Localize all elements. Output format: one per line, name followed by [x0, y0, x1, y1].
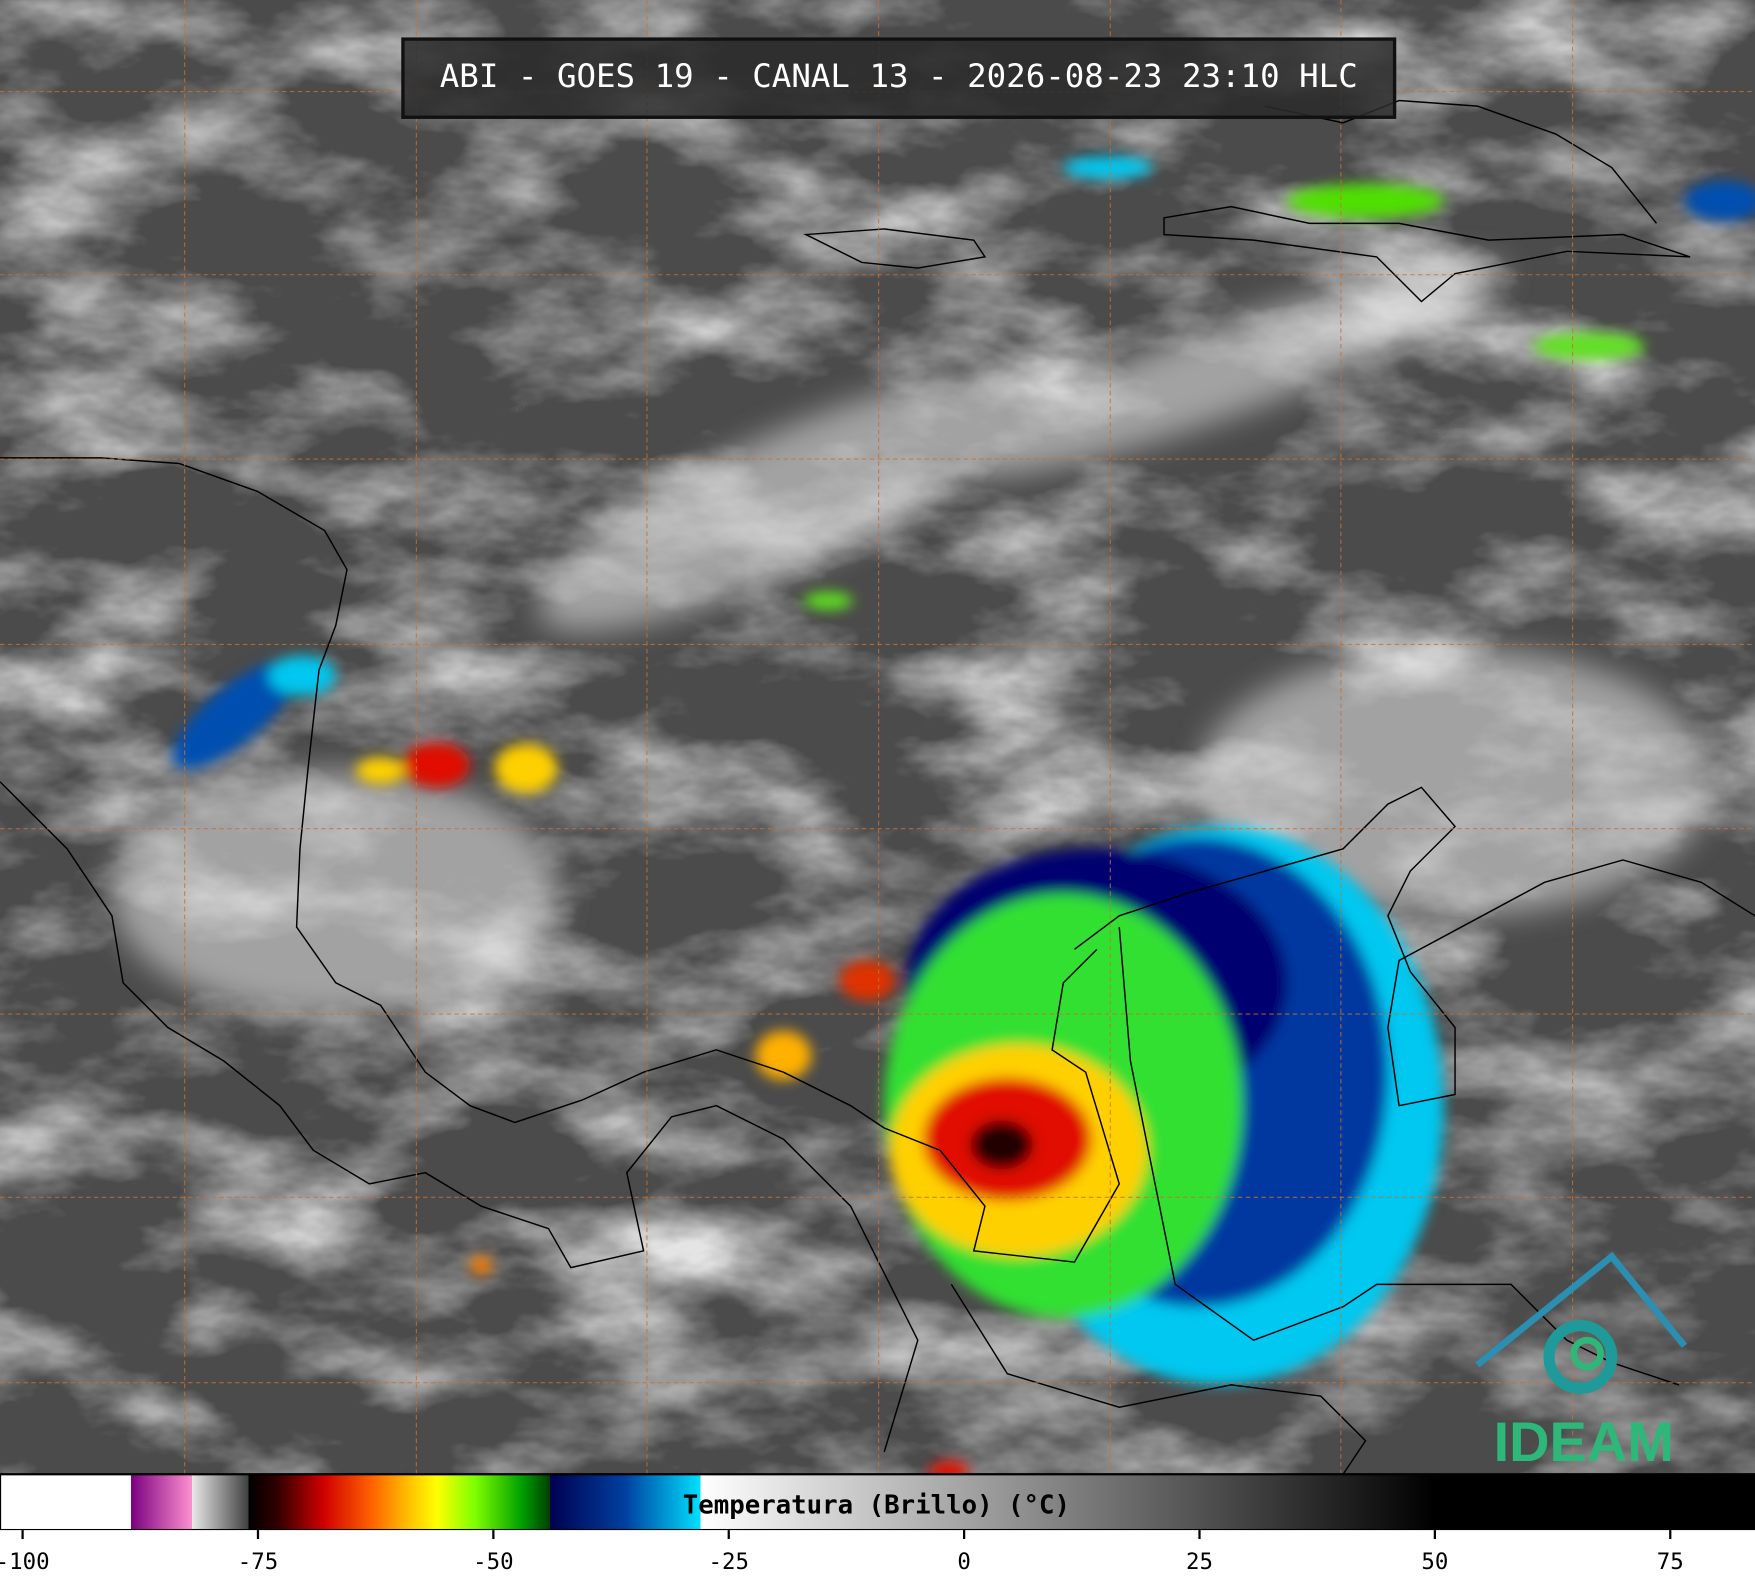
logo-text: IDEAM	[1494, 1410, 1674, 1473]
convection	[172, 156, 1755, 1484]
colorbar-tick-label: -50	[473, 1549, 513, 1575]
cloud-mass	[111, 260, 1713, 1017]
colorbar-tick-label: -25	[709, 1549, 749, 1575]
logo: IDEAM	[1475, 1251, 1688, 1473]
colorbar-ramp	[0, 1473, 1755, 1532]
title-box	[401, 37, 1397, 119]
colorbar: Temperatura (Brillo) (°C) -100 -75 -50 -25 0…	[0, 1473, 1755, 1577]
coastlines	[0, 99, 1755, 1475]
colorbar-tick-label: 50	[1421, 1549, 1448, 1575]
graticule	[0, 0, 1755, 1475]
colorbar-tick-label: 25	[1186, 1549, 1213, 1575]
title: ABI - GOES 19 - CANAL 13 - 2026-08-23 23…	[440, 57, 1358, 95]
colorbar-tick-label: 75	[1657, 1549, 1684, 1575]
map: IDEAM ABI - GOES 19 - CANAL 13 - 2026-08…	[0, 0, 1755, 1484]
colorbar-tick-label: 0	[957, 1549, 970, 1575]
colorbar-label: Temperatura (Brillo) (°C)	[683, 1490, 1070, 1520]
colorbar-tick-label: -75	[238, 1549, 278, 1575]
colorbar-axis	[0, 1530, 1755, 1577]
colorbar-tick-label: -100	[0, 1549, 50, 1575]
